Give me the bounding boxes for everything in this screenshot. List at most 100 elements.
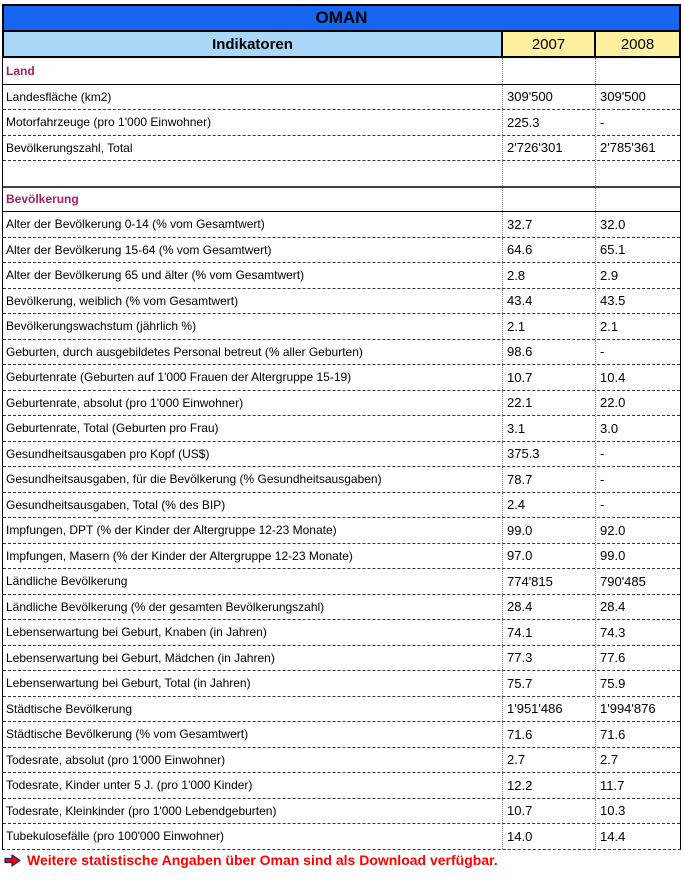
table-row: Alter der Bevölkerung 15-64 (% vom Gesam… [3,236,680,262]
table-row: Tubekulosefälle (pro 100'000 Einwohner) 1… [3,823,680,849]
country-title-banner: OMAN [2,4,681,32]
value-2008: 43.5 [595,288,680,313]
value-2008: 65.1 [595,237,680,262]
table-row: Bevölkerungszahl, Total 2'726'301 2'785'36… [3,134,680,160]
value-2008: - [595,441,680,466]
value-2008: 11.7 [595,773,680,798]
value-2007 [502,187,595,211]
value-2007: 10.7 [502,365,595,390]
table-row: Bevölkerungswachstum (jährlich %) 2.1 2.1 [3,313,680,339]
statistics-table: OMAN Indikatoren 2007 2008 Land Landesflä… [2,4,681,850]
value-2007: 97.0 [502,543,595,568]
table-row: Todesrate, Kleinkinder (pro 1'000 Lebend… [3,797,680,823]
table-row: Gesundheitsausgaben, für die Bevölkerung… [3,466,680,492]
indicator-label: Geburten, durch ausgebildetes Personal b… [6,344,363,359]
indicator-label: Städtische Bevölkerung [6,701,133,716]
value-2007: 43.4 [502,288,595,313]
download-note[interactable]: Weitere statistische Angaben über Oman s… [4,852,498,868]
column-header-indicator: Indikatoren [4,32,501,56]
value-2008: 99.0 [595,543,680,568]
value-2008: 77.6 [595,645,680,670]
value-2008: 2.9 [595,263,680,288]
table-row: Geburtenrate, absolut (pro 1'000 Einwohn… [3,389,680,415]
value-2007: 309'500 [502,84,595,109]
table-row: Ländliche Bevölkerung (% der gesamten Be… [3,593,680,619]
value-2008: 71.6 [595,722,680,747]
indicator-label: Alter der Bevölkerung 0-14 (% vom Gesamt… [6,217,265,232]
indicator-label: Landesfläche (km2) [6,89,112,104]
indicator-label: Todesrate, absolut (pro 1'000 Einwohner) [6,752,226,767]
table-row: Geburtenrate, Total (Geburten pro Frau) 3… [3,415,680,441]
value-2008: 92.0 [595,518,680,543]
column-header-year-2008: 2008 [594,32,679,56]
value-2008: 75.9 [595,671,680,696]
value-2008: 28.4 [595,594,680,619]
spacer-row [3,160,680,186]
value-2007: 99.0 [502,518,595,543]
table-row: Motorfahrzeuge (pro 1'000 Einwohner) 225.… [3,109,680,135]
indicator-label: Bevölkerungszahl, Total [6,140,133,155]
table-row: Gesundheitsausgaben pro Kopf (US$) 375.3- [3,440,680,466]
value-2008 [595,161,680,186]
value-2007: 1'951'486 [502,696,595,721]
table-row: Bevölkerung, weiblich (% vom Gesamtwert)… [3,287,680,313]
table-header-row: Indikatoren 2007 2008 [2,32,681,58]
year-2008-label: 2008 [620,35,655,53]
indicator-label: Ländliche Bevölkerung [6,574,128,589]
value-2007 [502,161,595,186]
value-2008: - [595,339,680,364]
indicator-label [3,161,502,186]
table-row: Geburtenrate (Geburten auf 1'000 Frauen … [3,364,680,390]
value-2007: 14.0 [502,824,595,849]
value-2008: 3.0 [595,416,680,441]
value-2007: 22.1 [502,390,595,415]
value-2007: 3.1 [502,416,595,441]
indicator-label: Todesrate, Kleinkinder (pro 1'000 Lebend… [6,803,277,818]
indicator-label: Impfungen, DPT (% der Kinder der Altergr… [6,523,337,538]
indicator-label: Lebenserwartung bei Geburt, Knaben (in J… [6,625,267,640]
value-2007: 2.7 [502,747,595,772]
value-2008 [595,187,680,211]
table-row: Ländliche Bevölkerung 774'815 790'485 [3,568,680,594]
indicator-label: Lebenserwartung bei Geburt, Total (in Ja… [6,676,251,691]
value-2007: 32.7 [502,212,595,237]
value-2008: 10.4 [595,365,680,390]
indicator-label: Ländliche Bevölkerung (% der gesamten Be… [6,599,325,614]
value-2007: 10.7 [502,798,595,823]
table-body: Land Landesfläche (km2) 309'500 309'500 Moto… [2,58,681,850]
value-2008: 1'994'876 [595,696,680,721]
value-2008: 2'785'361 [595,135,680,160]
value-2008: - [595,492,680,517]
table-row: Lebenserwartung bei Geburt, Total (in Ja… [3,670,680,696]
value-2007: 98.6 [502,339,595,364]
value-2008: 2.7 [595,747,680,772]
table-row: Städtische Bevölkerung (% vom Gesamtwert… [3,721,680,747]
value-2007: 2.8 [502,263,595,288]
indicator-label: Bevölkerungswachstum (jährlich %) [6,319,197,334]
indicator-label: Geburtenrate (Geburten auf 1'000 Frauen … [6,370,352,385]
value-2008: 74.3 [595,620,680,645]
download-note-text: Weitere statistische Angaben über Oman s… [27,852,498,868]
column-header-year-2007: 2007 [501,32,594,56]
indicator-label: Tubekulosefälle (pro 100'000 Einwohner) [6,829,224,844]
table-row: Geburten, durch ausgebildetes Personal b… [3,338,680,364]
right-arrow-icon [4,853,21,867]
value-2007: 78.7 [502,467,595,492]
value-2007: 71.6 [502,722,595,747]
section-title: Land [6,63,35,78]
value-2008: - [595,110,680,135]
value-2008: - [595,467,680,492]
table-row: Todesrate, Kinder unter 5 J. (pro 1'000 … [3,772,680,798]
value-2007: 77.3 [502,645,595,670]
table-row: Lebenserwartung bei Geburt, Mädchen (in … [3,644,680,670]
section-header-row: Bevölkerung [3,185,680,211]
value-2007: 12.2 [502,773,595,798]
table-row: Landesfläche (km2) 309'500 309'500 [3,83,680,109]
indicator-label: Geburtenrate, Total (Geburten pro Frau) [6,421,219,436]
value-2008: 22.0 [595,390,680,415]
value-2008: 32.0 [595,212,680,237]
table-row: Alter der Bevölkerung 65 und älter (% vo… [3,262,680,288]
table-row: Alter der Bevölkerung 0-14 (% vom Gesamt… [3,211,680,237]
indicator-label: Todesrate, Kinder unter 5 J. (pro 1'000 … [6,778,253,793]
